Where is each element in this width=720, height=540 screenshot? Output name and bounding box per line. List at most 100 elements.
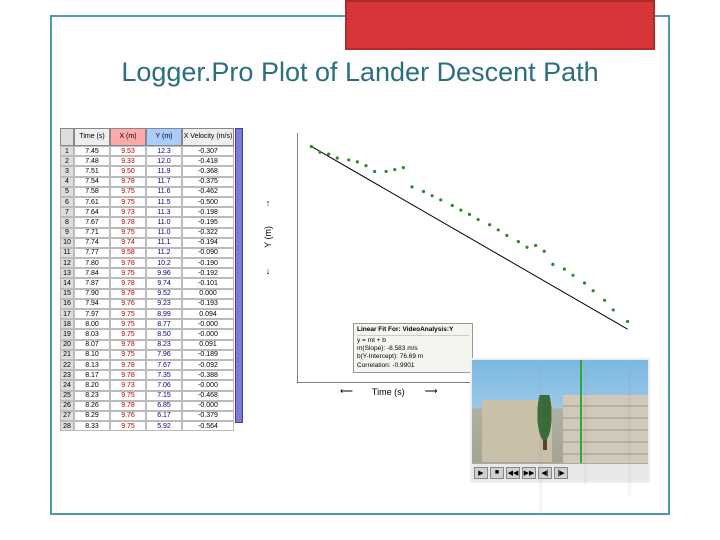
table-row[interactable]: 97.719.7511.0-0.322 (60, 228, 250, 238)
cell-x: 9.75 (110, 268, 146, 278)
slide-title: Logger.Pro Plot of Lander Descent Path (60, 58, 660, 88)
table-row[interactable]: 218.109.757.96-0.189 (60, 350, 250, 360)
cell-xvel: -0.000 (182, 401, 234, 411)
fit-line-text: y = mt + b (357, 337, 469, 345)
row-number: 19 (60, 329, 74, 339)
table-row[interactable]: 258.239.757.15-0.468 (60, 391, 250, 401)
cell-x: 9.50 (110, 166, 146, 176)
cell-x: 9.78 (110, 258, 146, 268)
cell-x: 9.78 (110, 177, 146, 187)
table-row[interactable]: 167.949.769.23-0.193 (60, 299, 250, 309)
cell-xvel: -0.195 (182, 217, 234, 227)
video-control-button[interactable]: ■ (490, 467, 504, 479)
cell-time: 7.87 (74, 278, 110, 288)
row-number: 2 (60, 156, 74, 166)
video-analysis-panel[interactable]: ▶■◀◀▶▶◀||▶ (470, 358, 650, 483)
table-row[interactable]: 57.589.7511.6-0.462 (60, 187, 250, 197)
cell-time: 8.03 (74, 329, 110, 339)
table-row[interactable]: 27.489.3312.0-0.418 (60, 156, 250, 166)
fit-line-text: m(Slope): -8.583 m/s (357, 345, 469, 353)
cell-xvel: -0.564 (182, 421, 234, 431)
col-xvel-header: X Velocity (m/s) (182, 128, 234, 146)
cell-time: 7.84 (74, 268, 110, 278)
cell-time: 8.17 (74, 370, 110, 380)
video-control-button[interactable]: ◀| (538, 467, 552, 479)
row-number: 14 (60, 278, 74, 288)
video-control-button[interactable]: ▶▶ (522, 467, 536, 479)
row-number: 10 (60, 238, 74, 248)
cell-time: 7.80 (74, 258, 110, 268)
cell-x: 9.75 (110, 187, 146, 197)
table-row[interactable]: 198.039.758.50-0.000 (60, 329, 250, 339)
table-row[interactable]: 268.269.786.85-0.000 (60, 401, 250, 411)
table-row[interactable]: 238.179.787.35-0.388 (60, 370, 250, 380)
cell-x: 9.78 (110, 289, 146, 299)
cell-xvel: -0.000 (182, 380, 234, 390)
row-number: 27 (60, 411, 74, 421)
row-number: 20 (60, 340, 74, 350)
table-row[interactable]: 157.909.789.520.000 (60, 289, 250, 299)
table-scrollbar[interactable] (235, 128, 243, 423)
fit-lines: y = mt + bm(Slope): -8.583 m/sb(Y-Interc… (357, 337, 469, 370)
table-row[interactable]: 208.079.788.230.091 (60, 340, 250, 350)
cell-time: 8.33 (74, 421, 110, 431)
fit-info-box[interactable]: Linear Fit For: VideoAnalysis:Y y = mt +… (353, 323, 473, 373)
table-row[interactable]: 288.339.755.92-0.564 (60, 421, 250, 431)
col-x-header: X (m) (110, 128, 146, 146)
cell-y: 8.23 (146, 340, 182, 350)
table-row[interactable]: 67.619.7511.5-0.500 (60, 197, 250, 207)
cell-x: 9.75 (110, 350, 146, 360)
cell-time: 7.58 (74, 187, 110, 197)
table-row[interactable]: 228.139.787.67-0.092 (60, 360, 250, 370)
cell-x: 9.75 (110, 319, 146, 329)
row-number: 17 (60, 309, 74, 319)
table-row[interactable]: 188.009.758.77-0.000 (60, 319, 250, 329)
table-row[interactable]: 87.679.7811.0-0.195 (60, 217, 250, 227)
table-row[interactable]: 147.879.789.74-0.101 (60, 278, 250, 288)
cell-time: 8.00 (74, 319, 110, 329)
video-control-button[interactable]: ◀◀ (506, 467, 520, 479)
col-y-header: Y (m) (146, 128, 182, 146)
col-x-label: X (m) (119, 133, 136, 141)
table-row[interactable]: 248.209.737.06-0.000 (60, 380, 250, 390)
table-row[interactable]: 77.649.7311.3-0.198 (60, 207, 250, 217)
cell-time: 7.77 (74, 248, 110, 258)
cell-y: 7.06 (146, 380, 182, 390)
cell-time: 7.48 (74, 156, 110, 166)
cell-x: 9.58 (110, 248, 146, 258)
cell-y: 8.50 (146, 329, 182, 339)
table-row[interactable]: 117.779.5811.2-0.090 (60, 248, 250, 258)
video-controls: ▶■◀◀▶▶◀||▶ (472, 463, 650, 481)
col-y-label: Y (m) (156, 133, 173, 141)
video-track-line (580, 360, 582, 465)
video-control-button[interactable]: ▶ (474, 467, 488, 479)
table-row[interactable]: 47.549.7811.7-0.375 (60, 177, 250, 187)
row-number: 11 (60, 248, 74, 258)
cell-x: 9.76 (110, 411, 146, 421)
fit-line-text: Correlation: -0.9901 (357, 362, 469, 370)
cell-y: 10.2 (146, 258, 182, 268)
table-row[interactable]: 107.749.7411.1-0.194 (60, 238, 250, 248)
table-row[interactable]: 137.849.759.96-0.192 (60, 268, 250, 278)
row-number: 15 (60, 289, 74, 299)
row-number: 3 (60, 166, 74, 176)
cell-y: 11.5 (146, 197, 182, 207)
table-row[interactable]: 17.459.5312.3-0.307 (60, 146, 250, 156)
cell-x: 9.78 (110, 278, 146, 288)
cell-x: 9.75 (110, 329, 146, 339)
cell-xvel: -0.322 (182, 228, 234, 238)
table-row[interactable]: 37.519.5011.9-0.368 (60, 166, 250, 176)
cell-time: 7.61 (74, 197, 110, 207)
y-axis-arrows: ↑ Y (m) ↓ (263, 198, 273, 276)
table-row[interactable]: 177.979.758.990.094 (60, 309, 250, 319)
cell-time: 8.26 (74, 401, 110, 411)
cell-time: 7.94 (74, 299, 110, 309)
table-row[interactable]: 278.299.766.17-0.379 (60, 411, 250, 421)
row-number: 4 (60, 177, 74, 187)
row-number: 9 (60, 228, 74, 238)
row-number: 22 (60, 360, 74, 370)
cell-time: 7.54 (74, 177, 110, 187)
table-header-row: Time (s) X (m) Y (m) X Velocity (m/s) (60, 128, 250, 146)
table-row[interactable]: 127.809.7810.2-0.190 (60, 258, 250, 268)
video-control-button[interactable]: |▶ (554, 467, 568, 479)
